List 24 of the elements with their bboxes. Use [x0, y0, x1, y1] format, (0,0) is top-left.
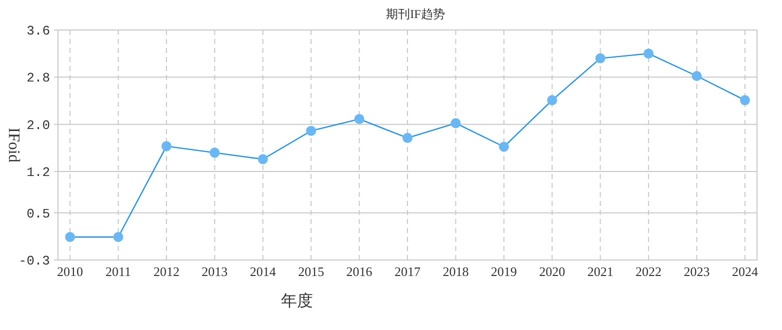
- x-tick-label: 2023: [684, 264, 710, 279]
- x-tick-label: 2014: [250, 264, 276, 279]
- y-tick-label: 3.6: [26, 24, 50, 38]
- x-tick-label: 2019: [490, 264, 517, 279]
- x-tick-label: 2016: [346, 264, 373, 279]
- y-axis-title: IFoid: [5, 128, 22, 162]
- x-axis-title: 年度: [281, 292, 313, 310]
- chart-title: 期刊IF趋势: [386, 7, 445, 21]
- x-tick-label: 2022: [636, 264, 662, 279]
- x-tick-label: 2024: [732, 264, 758, 279]
- x-tick-label: 2018: [442, 264, 469, 279]
- x-tick-label: 2010: [57, 264, 84, 279]
- x-tick-label: 2015: [298, 264, 324, 279]
- y-tick-label: 2.8: [26, 70, 50, 86]
- x-tick-label: 2020: [539, 264, 566, 279]
- y-tick-label: -0.3: [18, 254, 50, 268]
- x-tick-label: 2011: [105, 264, 132, 279]
- y-tick-label: 2.0: [26, 118, 50, 133]
- x-tick-label: 2012: [153, 264, 180, 279]
- x-tick-label: 2017: [394, 264, 421, 279]
- y-tick-label: 0.5: [26, 206, 50, 222]
- x-tick-label: 2013: [202, 264, 228, 279]
- x-tick-label: 2021: [587, 264, 614, 279]
- y-tick-label: 1.2: [26, 165, 50, 180]
